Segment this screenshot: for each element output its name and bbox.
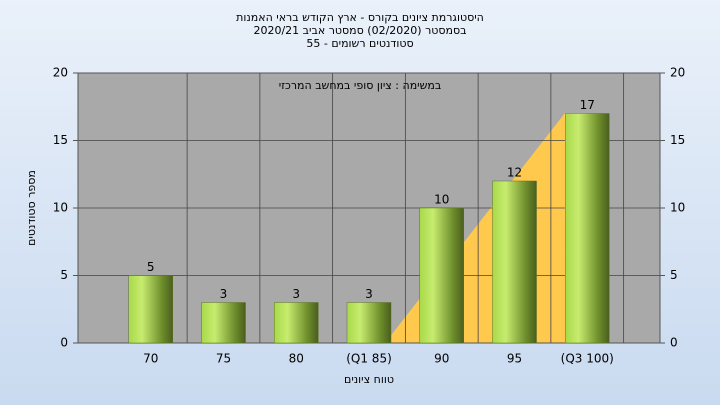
y2-tick-label: 10 — [670, 201, 685, 215]
bar — [128, 275, 173, 344]
x-tick-label: 75 — [216, 352, 231, 366]
bar — [565, 113, 610, 344]
bar — [274, 302, 319, 344]
bar — [492, 180, 537, 344]
y-tick-label: 15 — [53, 133, 68, 147]
bar — [419, 207, 464, 344]
y-tick-label: 0 — [60, 336, 68, 350]
value-label: 10 — [434, 193, 449, 207]
y-axis-label: מספר סטודנטים — [25, 170, 38, 246]
x-axis-label: טווח ציונים — [344, 373, 394, 386]
y-tick-label: 5 — [60, 268, 68, 282]
value-label: 12 — [507, 166, 522, 180]
y-tick-label: 20 — [53, 66, 68, 80]
value-label: 3 — [220, 287, 228, 301]
bar — [201, 302, 246, 344]
value-label: 3 — [292, 287, 300, 301]
subtitle: בסמסטר (02/2020) סמסטר אביב 2020/21 — [253, 24, 466, 37]
value-label: 5 — [147, 260, 155, 274]
y2-tick-label: 5 — [670, 268, 678, 282]
x-tick-label: (Q3 100) — [561, 352, 614, 366]
x-tick-label: 90 — [434, 352, 449, 366]
annotation: במשימה : ציון סופי במחשב המרכזי — [279, 79, 442, 92]
subtitle: 55 - סטודנטים רשומים — [306, 37, 413, 50]
chart-title: היסטוגרמת ציונים בקורס - ארץ הקודש בראי … — [236, 11, 484, 24]
y2-tick-label: 15 — [670, 133, 685, 147]
value-label: 3 — [365, 287, 373, 301]
y2-tick-label: 0 — [670, 336, 678, 350]
y-tick-label: 10 — [53, 201, 68, 215]
x-tick-label: 70 — [143, 352, 158, 366]
value-label: 17 — [580, 98, 595, 112]
x-tick-label: 80 — [289, 352, 304, 366]
bar — [346, 302, 392, 344]
x-tick-label: 95 — [507, 352, 522, 366]
y2-tick-label: 20 — [670, 66, 685, 80]
x-tick-label: (Q1 85) — [346, 352, 392, 366]
